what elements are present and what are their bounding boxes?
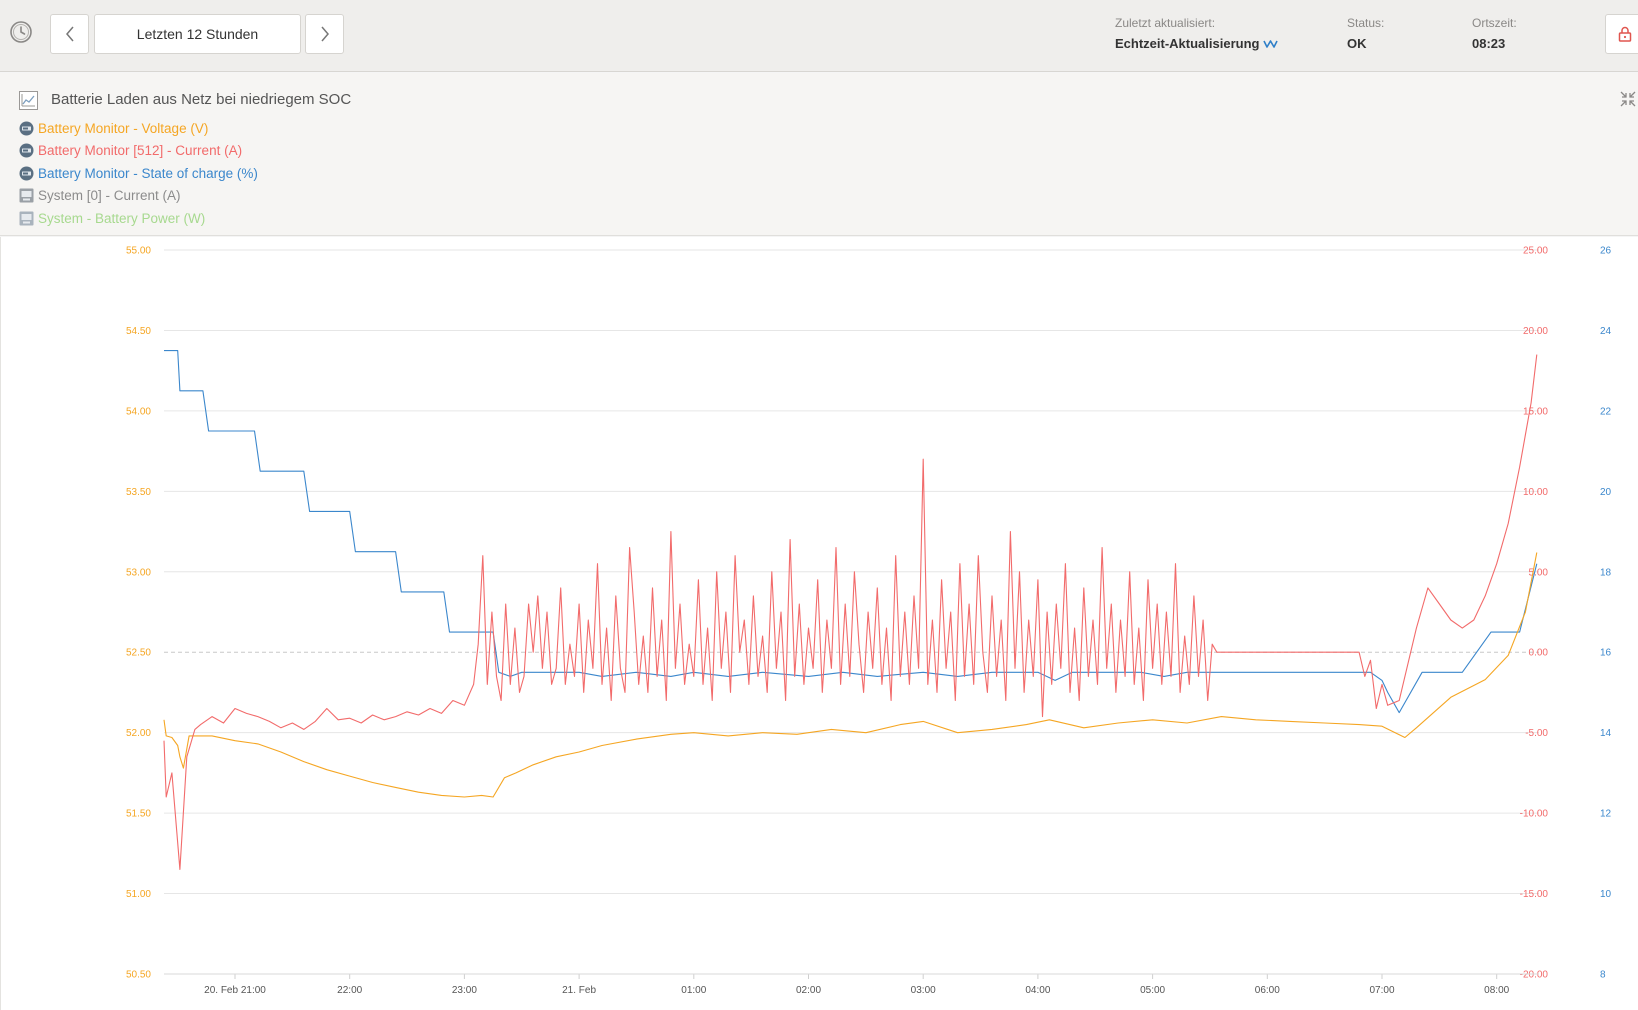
current-axis-tick: -10.00	[1520, 809, 1549, 820]
soc-axis-tick: 16	[1600, 648, 1612, 659]
collapse-icon[interactable]	[1619, 90, 1637, 108]
voltage-axis-tick: 54.50	[126, 326, 151, 337]
voltage-axis-tick: 50.50	[126, 970, 151, 981]
x-axis-tick-label: 08:00	[1484, 985, 1509, 996]
voltage-axis-tick: 53.00	[126, 567, 151, 578]
legend-label: Battery Monitor [512] - Current (A)	[38, 143, 243, 159]
x-axis-tick-label: 03:00	[911, 985, 936, 996]
last-updated-value[interactable]: Echtzeit-Aktualisierung	[1115, 36, 1279, 51]
soc-axis-tick: 18	[1600, 567, 1612, 578]
battery-monitor-icon	[19, 166, 34, 181]
soc-axis-tick: 12	[1600, 809, 1612, 820]
voltage-axis-tick: 52.50	[126, 648, 151, 659]
legend-item[interactable]: Battery Monitor - Voltage (V)	[19, 117, 258, 140]
chart-header: Batterie Laden aus Netz bei niedriegem S…	[0, 73, 1638, 236]
chart-legend: Battery Monitor - Voltage (V) Battery Mon…	[19, 117, 258, 230]
soc-axis-tick: 20	[1600, 487, 1612, 498]
current-axis-tick: 10.00	[1523, 487, 1548, 498]
lock-icon	[1618, 26, 1632, 42]
x-axis-tick-label: 06:00	[1255, 985, 1280, 996]
clock-icon[interactable]	[9, 20, 33, 44]
series-line	[164, 350, 1538, 714]
status-value: OK	[1347, 36, 1367, 51]
time-range-button[interactable]: Letzten 12 Stunden	[94, 14, 301, 54]
x-axis-tick-label: 23:00	[452, 985, 477, 996]
lock-button[interactable]	[1605, 14, 1638, 54]
current-axis-tick: 20.00	[1523, 326, 1548, 337]
legend-label: System [0] - Current (A)	[38, 188, 181, 204]
voltage-axis-tick: 53.50	[126, 487, 151, 498]
soc-axis-tick: 10	[1600, 889, 1612, 900]
x-axis-tick-label: 02:00	[796, 985, 821, 996]
line-chart-icon	[19, 91, 38, 110]
current-axis-tick: 0.00	[1529, 648, 1549, 659]
soc-axis-tick: 24	[1600, 326, 1612, 337]
x-axis-tick-label: 07:00	[1369, 985, 1394, 996]
legend-label: System - Battery Power (W)	[38, 210, 206, 226]
local-time-value: 08:23	[1472, 36, 1506, 51]
last-updated-block: Zuletzt aktualisiert: Echtzeit-Aktualisi…	[1115, 16, 1279, 51]
voltage-axis-tick: 54.00	[126, 406, 151, 417]
battery-monitor-icon	[19, 143, 34, 158]
last-updated-label: Zuletzt aktualisiert:	[1115, 16, 1216, 30]
system-icon	[19, 188, 34, 203]
previous-range-button[interactable]	[50, 14, 89, 54]
x-axis-tick-label: 20. Feb 21:00	[204, 985, 266, 996]
soc-axis-tick: 22	[1600, 406, 1612, 417]
chart-title: Batterie Laden aus Netz bei niedriegem S…	[51, 91, 352, 108]
series-line	[163, 354, 1538, 870]
top-toolbar: Letzten 12 Stunden Zuletzt aktualisiert:…	[0, 0, 1638, 72]
chevron-right-icon	[320, 26, 329, 42]
legend-label: Battery Monitor - State of charge (%)	[38, 165, 258, 181]
system-icon	[19, 211, 34, 226]
x-axis-tick-label: 05:00	[1140, 985, 1165, 996]
current-axis-tick: -20.00	[1520, 970, 1549, 981]
current-axis-tick: -5.00	[1525, 728, 1548, 739]
legend-item[interactable]: Battery Monitor - State of charge (%)	[19, 162, 258, 185]
x-axis-tick-label: 01:00	[681, 985, 706, 996]
current-axis-tick: -15.00	[1520, 889, 1549, 900]
series-line	[163, 552, 1538, 798]
legend-item[interactable]: System [0] - Current (A)	[19, 185, 258, 208]
current-axis-tick: 15.00	[1523, 406, 1548, 417]
battery-monitor-icon	[19, 121, 34, 136]
live-update-text: Echtzeit-Aktualisierung	[1115, 36, 1260, 51]
soc-axis-tick: 14	[1600, 728, 1612, 739]
plot-area: 55.00 54.50 54.00 53.50 53.00 52.50 52.00 51.50…	[0, 237, 1638, 1010]
current-axis-tick: 5.00	[1529, 567, 1549, 578]
voltage-axis-tick: 52.00	[126, 728, 151, 739]
legend-item[interactable]: System - Battery Power (W)	[19, 207, 258, 230]
local-time-label: Ortszeit:	[1472, 16, 1517, 30]
status-block: Status: OK	[1347, 16, 1384, 51]
x-axis-tick-label: 22:00	[337, 985, 362, 996]
soc-axis-tick: 26	[1600, 246, 1612, 257]
chevron-left-icon	[65, 26, 74, 42]
voltage-axis-tick: 55.00	[126, 246, 151, 257]
local-time-block: Ortszeit: 08:23	[1472, 16, 1517, 51]
current-axis-tick: 25.00	[1523, 246, 1548, 257]
status-label: Status:	[1347, 16, 1385, 30]
legend-label: Battery Monitor - Voltage (V)	[38, 120, 209, 136]
x-axis-tick-label: 04:00	[1025, 985, 1050, 996]
chart-canvas[interactable]: 55.00 54.50 54.00 53.50 53.00 52.50 52.00 51.50…	[1, 237, 1638, 1010]
soc-axis-tick: 8	[1600, 970, 1606, 981]
next-range-button[interactable]	[305, 14, 344, 54]
live-wave-icon	[1263, 39, 1279, 48]
x-axis-tick-label: 21. Feb	[562, 985, 596, 996]
voltage-axis-tick: 51.50	[126, 809, 151, 820]
legend-item[interactable]: Battery Monitor [512] - Current (A)	[19, 140, 258, 163]
voltage-axis-tick: 51.00	[126, 889, 151, 900]
